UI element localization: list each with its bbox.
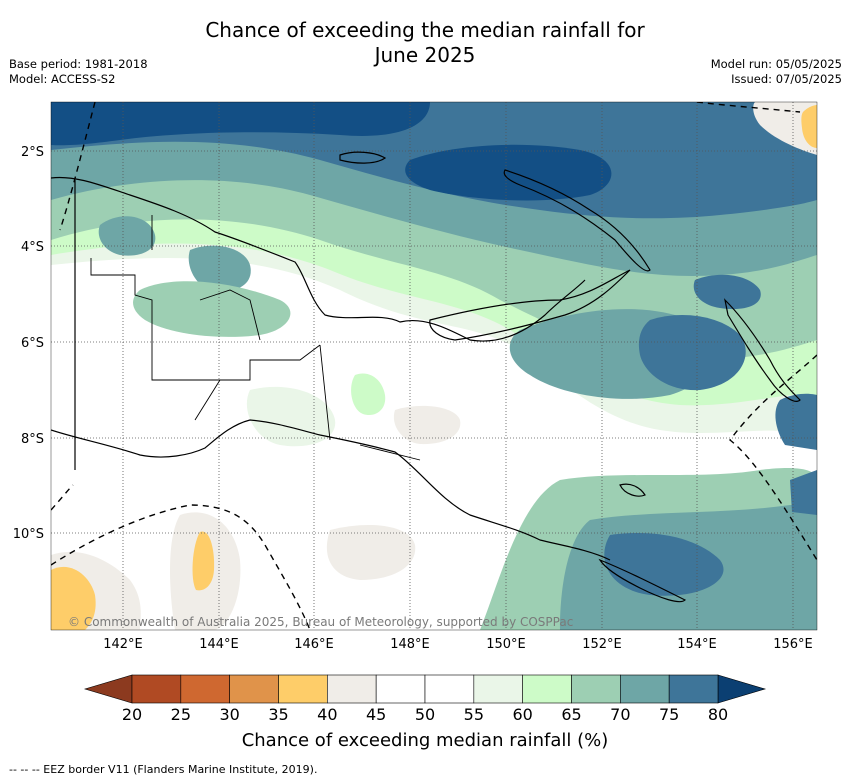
- colorbar-tick-label: 20: [121, 705, 143, 724]
- eez-east: [729, 354, 817, 561]
- new-ireland: [503, 169, 651, 272]
- lon-label: 142°E: [103, 637, 143, 652]
- eez-borders: [51, 102, 817, 630]
- colorbar-tick-label: 35: [268, 705, 289, 724]
- colorbar-tick-label: 30: [219, 705, 240, 724]
- lon-label: 148°E: [390, 637, 430, 652]
- colorbar-tick-label: 65: [561, 705, 582, 724]
- colorbar-tick-label: 25: [170, 705, 191, 724]
- zone-75-80-mid: [638, 315, 746, 391]
- bougainville: [724, 298, 801, 402]
- colorbar-tick-label: 60: [512, 705, 533, 724]
- colorbar-segment: [473, 674, 523, 704]
- eez-legend: -- -- -- EEZ border V11 (Flanders Marine…: [9, 763, 318, 776]
- zone-65-70-west: [133, 281, 291, 337]
- colorbar-tick-label: 70: [610, 705, 631, 724]
- colorbar-tick-label: 55: [463, 705, 484, 724]
- zone-35-40-central: [192, 531, 215, 591]
- eez-west: [51, 504, 311, 630]
- zone-40-45-ne: [753, 102, 817, 155]
- colorbar-tick-label: 80: [707, 705, 729, 724]
- trobriand: [619, 483, 646, 497]
- colorbar-extend-high: [717, 674, 767, 704]
- graticule: [51, 102, 817, 630]
- colorbar-tick-label: 50: [414, 705, 436, 724]
- zone-75-80-ne: [693, 274, 761, 310]
- colorbar-segment: [131, 674, 182, 704]
- model-name: Model: ACCESS-S2: [9, 72, 116, 86]
- lon-label: 150°E: [486, 637, 526, 652]
- colorbar-segment: [620, 674, 670, 704]
- title-line-1: Chance of exceeding the median rainfall …: [205, 18, 645, 42]
- lon-axis: 142°E 144°E 146°E 148°E 150°E 152°E 154°…: [103, 637, 813, 652]
- coastlines: [51, 151, 801, 603]
- new-britain: [429, 269, 631, 341]
- rainfall-probability-field: © Commonwealth of Australia 2025, Bureau…: [51, 102, 817, 630]
- zone-above-80: [51, 102, 430, 146]
- lat-label: 4°S: [21, 240, 44, 255]
- eez-north-east: [696, 102, 801, 113]
- new-guinea-south-coast: [51, 419, 611, 561]
- zone-above-80-east: [405, 144, 612, 201]
- zone-40-45-c: [393, 405, 461, 445]
- zone-35-40-ne: [801, 105, 817, 148]
- zone-75-80-east-mid: [775, 393, 817, 450]
- lon-label: 152°E: [582, 637, 622, 652]
- meta-right: Model run: 05/05/2025 Issued: 07/05/2025: [711, 57, 842, 87]
- louisiade: [598, 558, 687, 603]
- zone-70-75-wm: [188, 245, 251, 292]
- model-run: Model run: 05/05/2025: [710, 57, 842, 71]
- colorbar-extend-low: [83, 674, 133, 704]
- issued-date: Issued: 07/05/2025: [731, 72, 842, 86]
- zone-40-45-b: [326, 525, 416, 580]
- lon-label: 156°E: [773, 637, 813, 652]
- eez-west-north: [59, 102, 96, 231]
- lat-label: 6°S: [21, 336, 44, 351]
- lat-label: 10°S: [13, 527, 44, 542]
- zone-60-65-interior: [351, 373, 386, 416]
- lat-label: 2°S: [21, 145, 44, 160]
- colorbar-segment: [180, 674, 230, 704]
- zone-75-80-east: [790, 470, 817, 515]
- map-frame: [50, 101, 818, 631]
- map-title: Chance of exceeding the median rainfall …: [0, 18, 850, 68]
- lon-label: 144°E: [199, 637, 239, 652]
- lat-label: 8°S: [21, 432, 44, 447]
- colorbar-segment: [278, 674, 328, 704]
- colorbar-segment: [229, 674, 279, 704]
- zone-35-40-sw: [51, 566, 96, 630]
- new-guinea-north-coast: [51, 176, 586, 342]
- map-credit: © Commonwealth of Australia 2025, Bureau…: [68, 615, 573, 629]
- lon-label: 146°E: [294, 637, 334, 652]
- colorbar-title: Chance of exceeding median rainfall (%): [241, 730, 609, 751]
- zone-55-60-interior: [246, 386, 336, 447]
- colorbar-tick-label: 40: [317, 705, 338, 724]
- meta-left: Base period: 1981-2018 Model: ACCESS-S2: [9, 57, 148, 87]
- lat-axis: 2°S 4°S 6°S 8°S 10°S: [13, 145, 44, 542]
- title-line-2: June 2025: [374, 43, 476, 67]
- colorbar-segment: [571, 674, 621, 704]
- eez-south-west: [51, 484, 74, 511]
- provinces: [90, 215, 421, 461]
- colorbar-segment: [424, 674, 475, 704]
- colorbar-segment: [668, 674, 719, 704]
- zone-75-80-se: [604, 532, 724, 596]
- colorbar-tick-label: 75: [658, 705, 680, 724]
- colorbar-segment: [327, 674, 377, 704]
- colorbar-segment: [375, 674, 426, 704]
- colorbar-tick-label: 45: [365, 705, 387, 724]
- colorbar-segment: [522, 674, 572, 704]
- colorbar: [83, 674, 767, 704]
- base-period: Base period: 1981-2018: [9, 57, 148, 71]
- manus: [339, 151, 387, 164]
- lon-label: 154°E: [677, 637, 717, 652]
